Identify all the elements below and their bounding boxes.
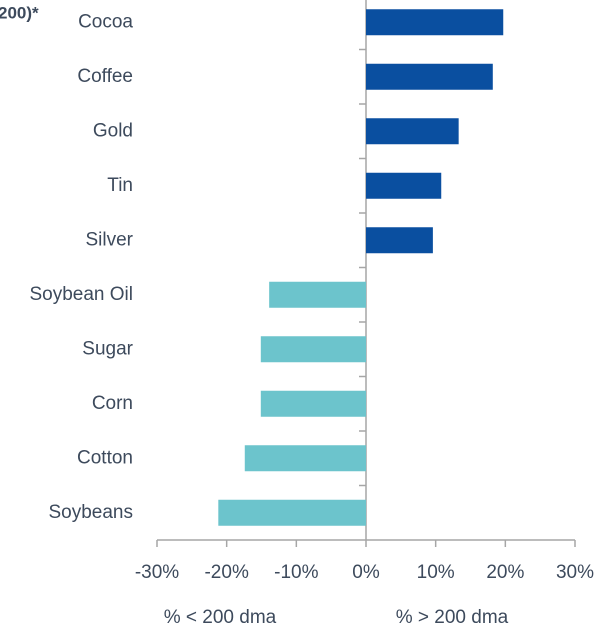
- x-tick-label: -20%: [204, 562, 248, 583]
- bar: [218, 499, 366, 526]
- x-tick-label: -30%: [135, 562, 179, 583]
- bar: [366, 118, 459, 145]
- bar: [269, 281, 366, 308]
- y-tick-label: Coffee: [77, 66, 133, 87]
- x-tick-label: 10%: [417, 562, 455, 583]
- y-tick-label: Soybeans: [48, 502, 133, 523]
- bar: [244, 445, 366, 472]
- y-tick-label: Cocoa: [78, 11, 133, 32]
- bar: [366, 63, 493, 90]
- y-tick-label: Silver: [85, 229, 133, 250]
- x-tick-label: 30%: [556, 562, 594, 583]
- x-tick-label: 0%: [352, 562, 380, 583]
- y-tick-label: Soybean Oil: [29, 284, 133, 305]
- y-tick-label: Sugar: [82, 338, 133, 359]
- x-tick-label: 20%: [486, 562, 524, 583]
- y-tick-label: Tin: [107, 175, 133, 196]
- bar: [366, 9, 504, 36]
- bar: [366, 227, 433, 254]
- bar: [260, 390, 366, 417]
- y-tick-label: Gold: [93, 120, 133, 141]
- y-tick-label: Corn: [92, 393, 133, 414]
- chart-title: 200)*: [0, 3, 39, 22]
- annotation: % > 200 dma: [396, 607, 509, 628]
- y-tick-label: Cotton: [77, 447, 133, 468]
- bar: [366, 172, 442, 199]
- annotation: % < 200 dma: [164, 607, 277, 628]
- x-tick-label: -10%: [274, 562, 318, 583]
- bar: [260, 336, 366, 363]
